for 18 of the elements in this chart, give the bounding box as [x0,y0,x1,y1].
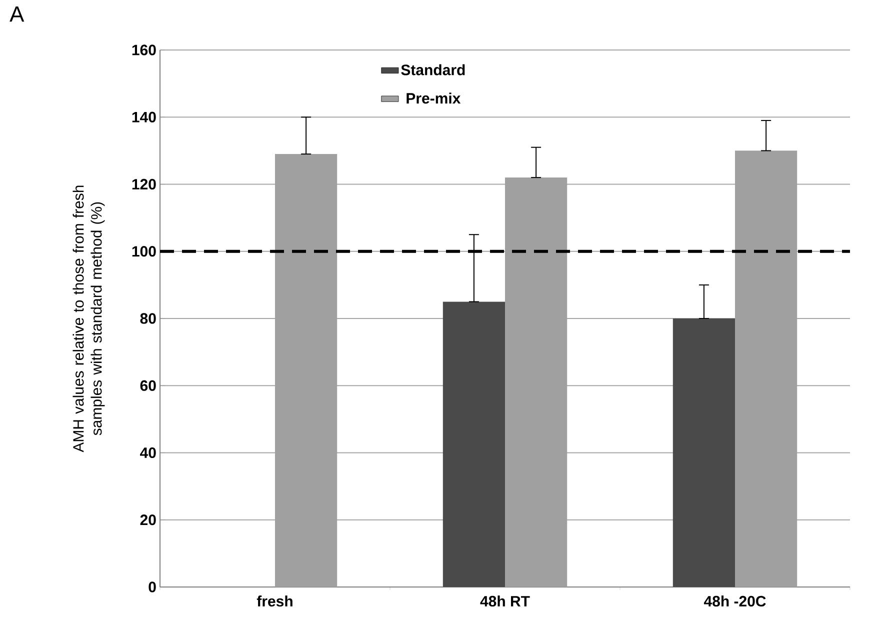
y-tick-label: 0 [148,582,156,592]
text: A [10,6,24,22]
y-tick-label: 100 [132,246,156,257]
y-tick-label: 160 [132,44,156,56]
y-axis-title: AMH values relative to those from fresh samples with standard method (%) [72,186,105,452]
y-tick-label: 40 [140,447,156,458]
y-tick-label: 120 [132,178,156,190]
y-tick-label: 80 [140,313,156,324]
y-tick-label: 140 [132,112,156,122]
bar [672,318,736,587]
legend-label: Pre-mix [406,92,461,104]
x-tick-label: 48h RT [480,596,530,607]
y-tick-label: 20 [140,514,156,526]
legend-label: Standard [401,64,465,76]
bar [442,302,506,587]
x-tick-label: fresh [256,596,292,607]
x-tick-label: 48h -20C [704,596,766,607]
y-tick-label: 60 [140,380,156,391]
